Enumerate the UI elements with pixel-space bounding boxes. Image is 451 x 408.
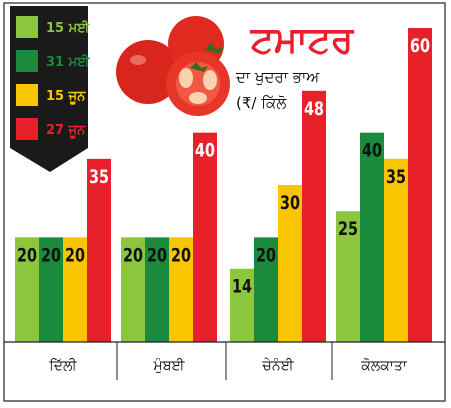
bar-value-label: 20: [41, 244, 61, 266]
legend-swatch: [16, 50, 38, 72]
bar-value-label: 40: [195, 140, 215, 162]
legend-swatch: [16, 84, 38, 106]
bar: [360, 132, 384, 342]
category-label: ਚੇਨੰਈ: [261, 357, 294, 374]
chart-title: ਟਮਾਟਰ: [250, 20, 355, 61]
legend-label: 15 ਜੂਨ: [46, 89, 86, 105]
category-label: ਕੋਲਕਾਤਾ: [360, 358, 408, 374]
bar: [230, 268, 254, 342]
bar-value-label: 20: [147, 244, 167, 266]
bar: [87, 158, 111, 342]
bar-value-label: 20: [17, 244, 37, 266]
bar-value-label: 20: [256, 244, 276, 266]
bar-value-label: 30: [280, 192, 300, 214]
bar-value-label: 35: [89, 166, 109, 188]
legend-label: 31 ਮਈ: [46, 54, 90, 70]
bar: [254, 237, 278, 342]
bar-value-label: 20: [65, 244, 85, 266]
bar-value-label: 40: [362, 140, 382, 162]
chart-frame: [3, 2, 446, 402]
chart-unit-label: (₹/ ਕਿੱਲੋ: [236, 94, 287, 112]
bar: [15, 237, 39, 342]
bar: [169, 237, 193, 342]
bar: [145, 237, 169, 342]
legend-label: 15 ਮਈ: [46, 20, 90, 36]
bar-value-label: 20: [171, 244, 191, 266]
bar: [408, 28, 432, 342]
bar: [278, 185, 302, 342]
chart-subtitle: ਦਾ ਖੁਦਰਾ ਭਾਅ: [235, 68, 320, 86]
bar-value-label: 60: [410, 35, 430, 57]
bar: [121, 237, 145, 342]
bar: [336, 211, 360, 342]
category-label: ਦਿੱਲੀ: [48, 358, 77, 374]
bar: [302, 90, 326, 342]
bar-value-label: 20: [123, 244, 143, 266]
legend-label: 27 ਜੂਨ: [46, 123, 86, 139]
bar: [384, 158, 408, 342]
legend-swatch: [16, 118, 38, 140]
bar-value-label: 35: [386, 166, 406, 188]
bar-value-label: 25: [338, 218, 358, 240]
bar: [193, 132, 217, 342]
bar-value-label: 14: [232, 276, 252, 298]
tomato-illustration: [116, 16, 230, 116]
bar: [39, 237, 63, 342]
legend-swatch: [16, 16, 38, 38]
bar: [63, 237, 87, 342]
bar-value-label: 48: [304, 98, 324, 120]
category-label: ਮੁੰਬਈ: [153, 357, 186, 374]
